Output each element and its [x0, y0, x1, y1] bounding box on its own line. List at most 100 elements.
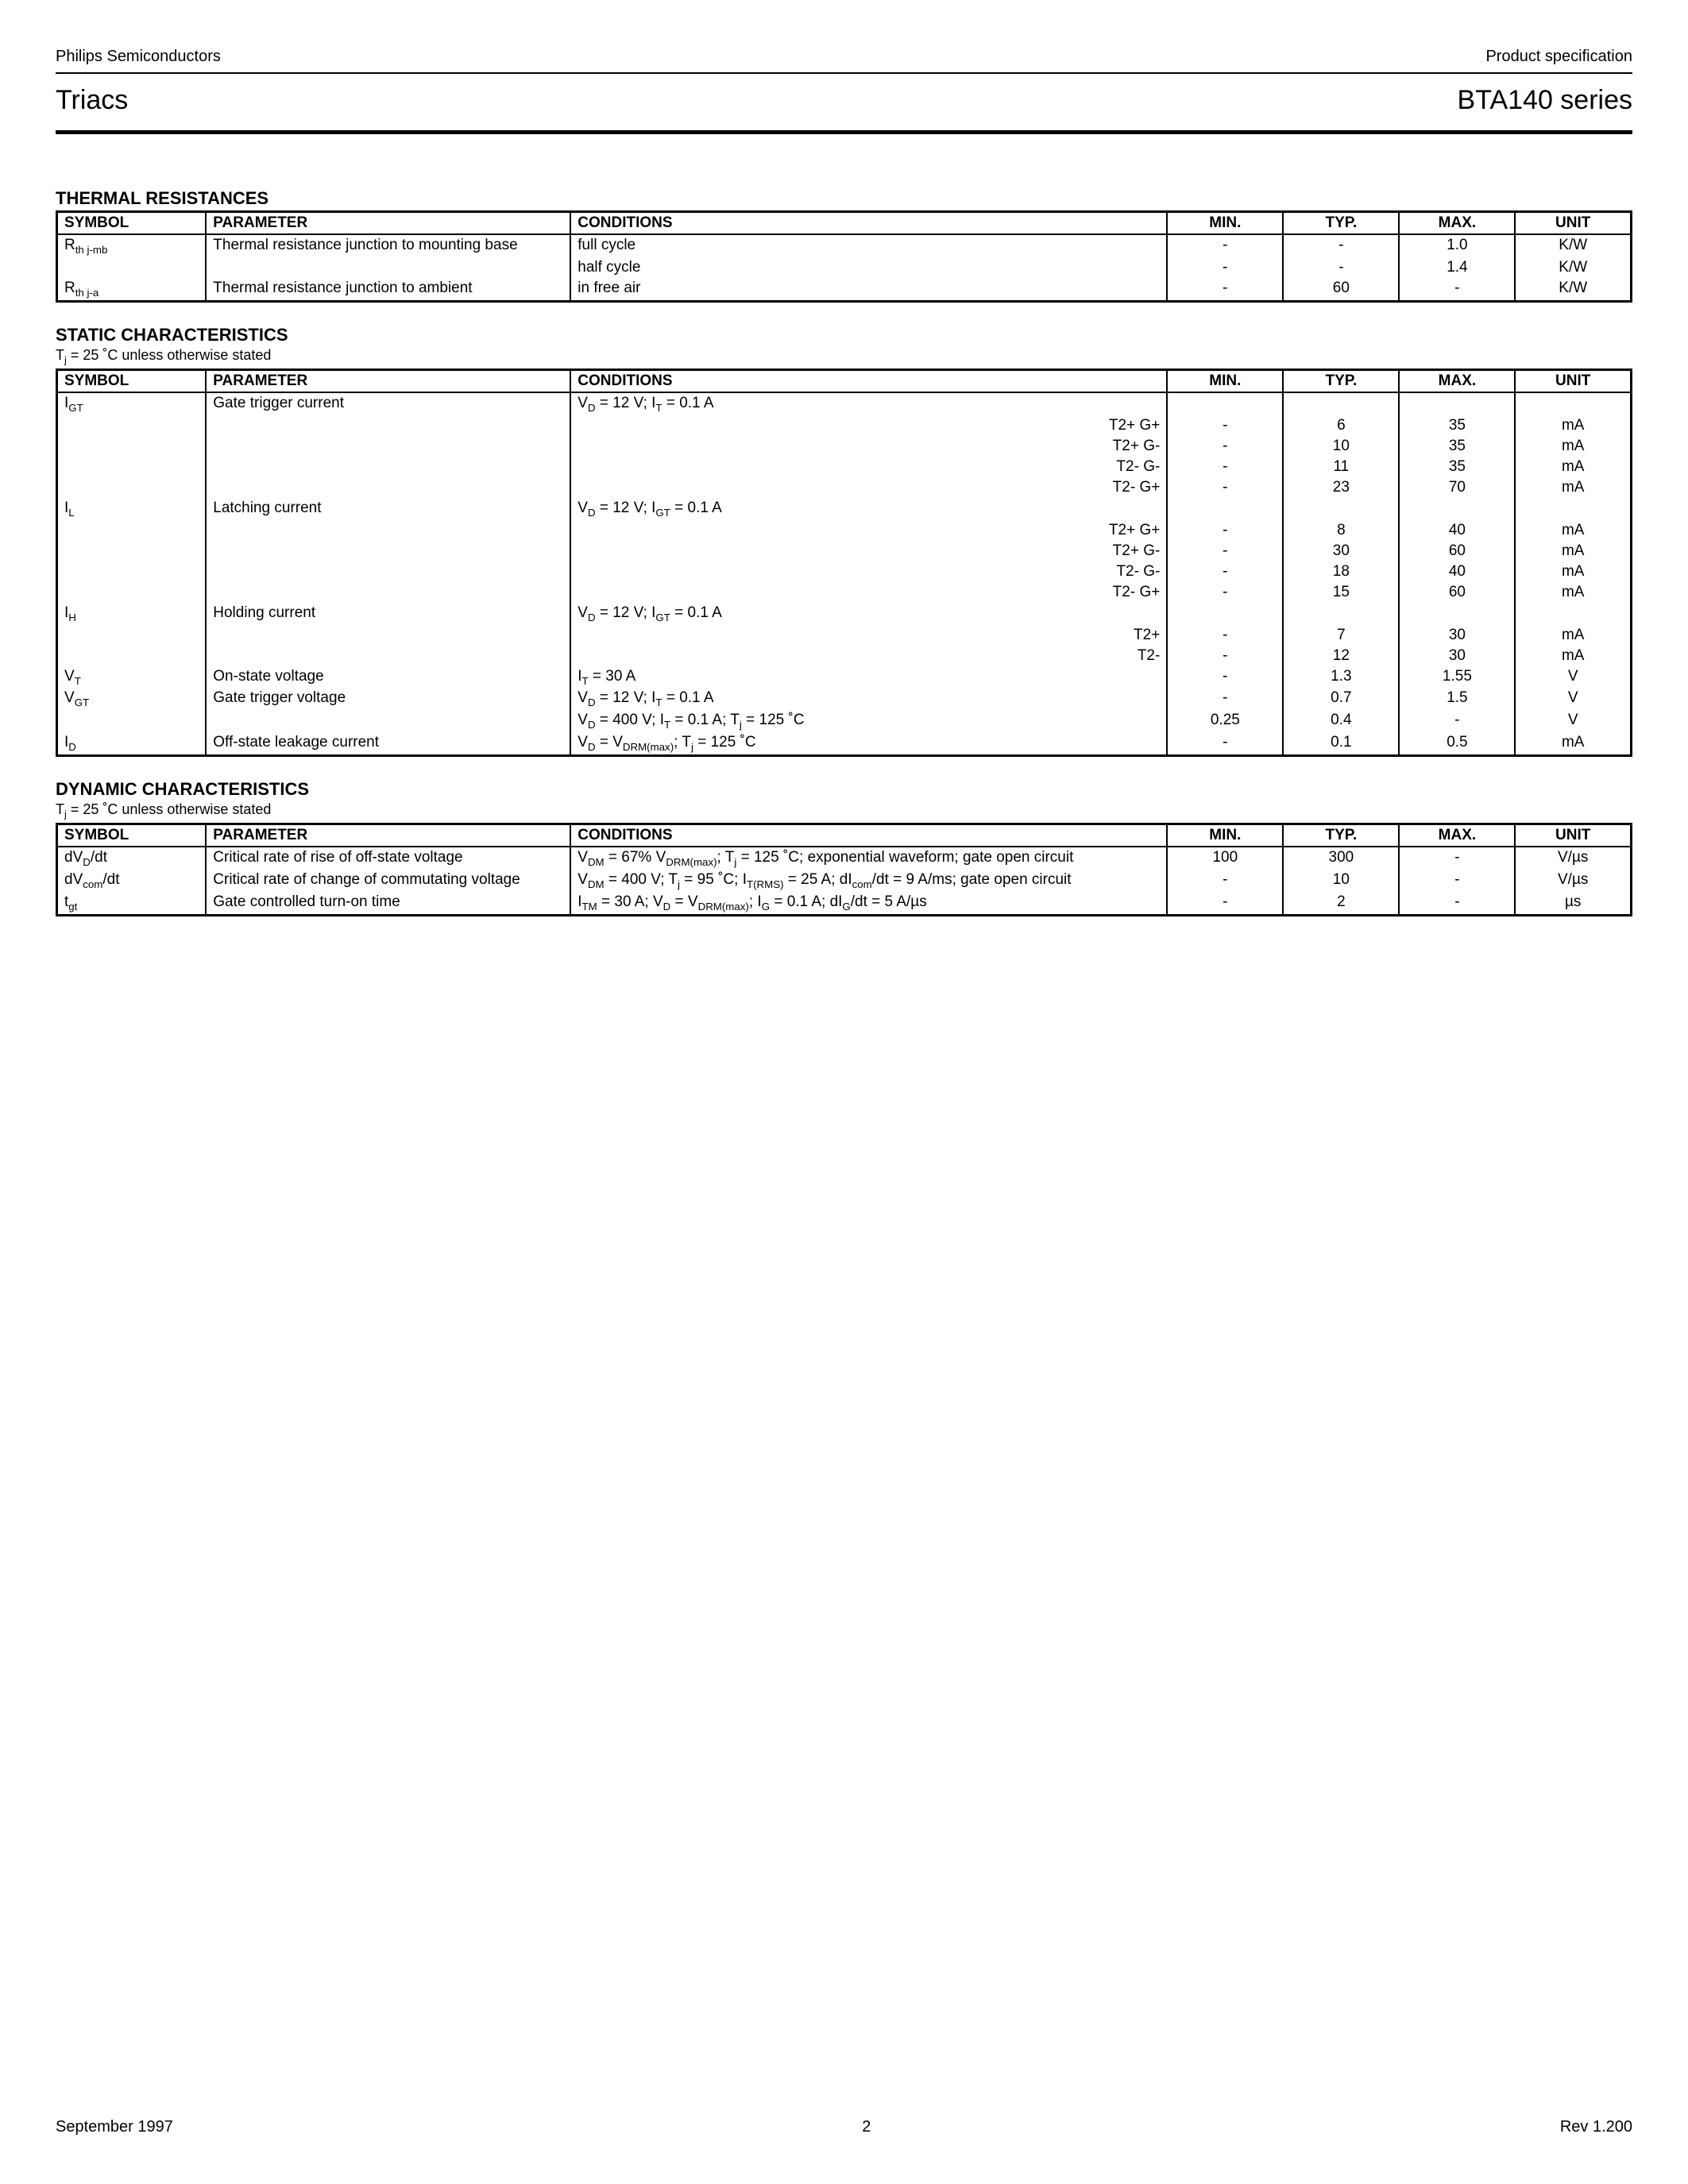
- cell-min: -: [1167, 520, 1283, 541]
- cell-max: -: [1399, 278, 1515, 301]
- cell-unit: [1515, 392, 1631, 415]
- cell-max: 60: [1399, 541, 1515, 561]
- cell-parameter: [206, 625, 570, 646]
- cell-typ: 0.4: [1283, 710, 1399, 732]
- cell-max: 70: [1399, 477, 1515, 498]
- cell-symbol: tgt: [57, 892, 207, 915]
- cell-min: 100: [1167, 847, 1283, 870]
- thermal-body: Rth j-mbThermal resistance junction to m…: [57, 234, 1632, 301]
- cell-min: -: [1167, 278, 1283, 301]
- cell-max: [1399, 498, 1515, 520]
- cell-parameter: Critical rate of rise of off-state volta…: [206, 847, 570, 870]
- table-header-row: SYMBOL PARAMETER CONDITIONS MIN. TYP. MA…: [57, 370, 1632, 393]
- cell-parameter: [206, 436, 570, 457]
- cell-min: -: [1167, 436, 1283, 457]
- cell-unit: mA: [1515, 457, 1631, 477]
- cell-conditions: T2- G+: [570, 582, 1167, 603]
- cell-typ: 30: [1283, 541, 1399, 561]
- cell-max: -: [1399, 892, 1515, 915]
- cell-unit: K/W: [1515, 257, 1631, 278]
- col-typ: TYP.: [1283, 212, 1399, 235]
- cell-max: 0.5: [1399, 732, 1515, 755]
- cell-conditions: in free air: [570, 278, 1167, 301]
- cell-unit: mA: [1515, 541, 1631, 561]
- col-unit: UNIT: [1515, 212, 1631, 235]
- cell-max: -: [1399, 847, 1515, 870]
- cell-parameter: [206, 257, 570, 278]
- cell-typ: [1283, 498, 1399, 520]
- cell-conditions: T2+ G+: [570, 520, 1167, 541]
- table-header-row: SYMBOL PARAMETER CONDITIONS MIN. TYP. MA…: [57, 212, 1632, 235]
- cell-max: -: [1399, 710, 1515, 732]
- cell-parameter: Gate controlled turn-on time: [206, 892, 570, 915]
- cell-unit: [1515, 498, 1631, 520]
- page-header: Philips Semiconductors Product specifica…: [56, 48, 1632, 66]
- cell-typ: 8: [1283, 520, 1399, 541]
- cell-typ: 2: [1283, 892, 1399, 915]
- cell-symbol: Rth j-a: [57, 278, 207, 301]
- cell-unit: mA: [1515, 520, 1631, 541]
- cell-unit: V: [1515, 710, 1631, 732]
- table-row: IHHolding currentVD = 12 V; IGT = 0.1 A: [57, 603, 1632, 625]
- cell-symbol: IH: [57, 603, 207, 625]
- table-row: T2+ G+-635mA: [57, 415, 1632, 436]
- cell-min: -: [1167, 457, 1283, 477]
- cell-min: -: [1167, 666, 1283, 689]
- cell-symbol: [57, 436, 207, 457]
- col-unit: UNIT: [1515, 824, 1631, 847]
- cell-conditions: VD = VDRM(max); Tj = 125 ˚C: [570, 732, 1167, 755]
- dynamic-subtitle: Tj = 25 ˚C unless otherwise stated: [56, 801, 1632, 820]
- cell-typ: [1283, 392, 1399, 415]
- footer-left: September 1997: [56, 2118, 173, 2136]
- section-title-static: STATIC CHARACTERISTICS: [56, 325, 1632, 345]
- cell-conditions: T2+: [570, 625, 1167, 646]
- cell-unit: V: [1515, 688, 1631, 710]
- col-parameter: PARAMETER: [206, 370, 570, 393]
- table-row: IDOff-state leakage currentVD = VDRM(max…: [57, 732, 1632, 755]
- cell-typ: 6: [1283, 415, 1399, 436]
- cell-unit: mA: [1515, 732, 1631, 755]
- cell-conditions: T2+ G-: [570, 436, 1167, 457]
- cell-typ: 11: [1283, 457, 1399, 477]
- cell-symbol: dVD/dt: [57, 847, 207, 870]
- cell-max: 30: [1399, 625, 1515, 646]
- section-title-thermal: THERMAL RESISTANCES: [56, 188, 1632, 209]
- cell-symbol: VT: [57, 666, 207, 689]
- cell-min: -: [1167, 541, 1283, 561]
- cell-min: -: [1167, 625, 1283, 646]
- cell-symbol: [57, 457, 207, 477]
- cell-conditions: IT = 30 A: [570, 666, 1167, 689]
- title-left: Triacs: [56, 85, 128, 116]
- cell-min: -: [1167, 892, 1283, 915]
- cell-max: [1399, 603, 1515, 625]
- table-row: IGTGate trigger currentVD = 12 V; IT = 0…: [57, 392, 1632, 415]
- cell-symbol: ID: [57, 732, 207, 755]
- col-min: MIN.: [1167, 212, 1283, 235]
- cell-min: -: [1167, 582, 1283, 603]
- cell-typ: 60: [1283, 278, 1399, 301]
- cell-unit: K/W: [1515, 234, 1631, 257]
- cell-parameter: Critical rate of change of commutating v…: [206, 870, 570, 892]
- cell-parameter: [206, 646, 570, 666]
- cell-conditions: ITM = 30 A; VD = VDRM(max); IG = 0.1 A; …: [570, 892, 1167, 915]
- cell-symbol: [57, 625, 207, 646]
- cell-conditions: T2+ G-: [570, 541, 1167, 561]
- cell-max: 40: [1399, 561, 1515, 582]
- cell-symbol: IGT: [57, 392, 207, 415]
- cell-min: -: [1167, 257, 1283, 278]
- cell-typ: 18: [1283, 561, 1399, 582]
- col-max: MAX.: [1399, 212, 1515, 235]
- cell-conditions: T2- G-: [570, 561, 1167, 582]
- cell-typ: 1.3: [1283, 666, 1399, 689]
- col-max: MAX.: [1399, 370, 1515, 393]
- cell-min: -: [1167, 234, 1283, 257]
- cell-conditions: T2- G-: [570, 457, 1167, 477]
- header-left: Philips Semiconductors: [56, 48, 221, 66]
- cell-parameter: [206, 477, 570, 498]
- col-max: MAX.: [1399, 824, 1515, 847]
- table-header-row: SYMBOL PARAMETER CONDITIONS MIN. TYP. MA…: [57, 824, 1632, 847]
- page-footer: September 1997 2 Rev 1.200: [56, 2086, 1632, 2136]
- cell-min: -: [1167, 477, 1283, 498]
- col-conditions: CONDITIONS: [570, 370, 1167, 393]
- cell-conditions: VD = 12 V; IGT = 0.1 A: [570, 498, 1167, 520]
